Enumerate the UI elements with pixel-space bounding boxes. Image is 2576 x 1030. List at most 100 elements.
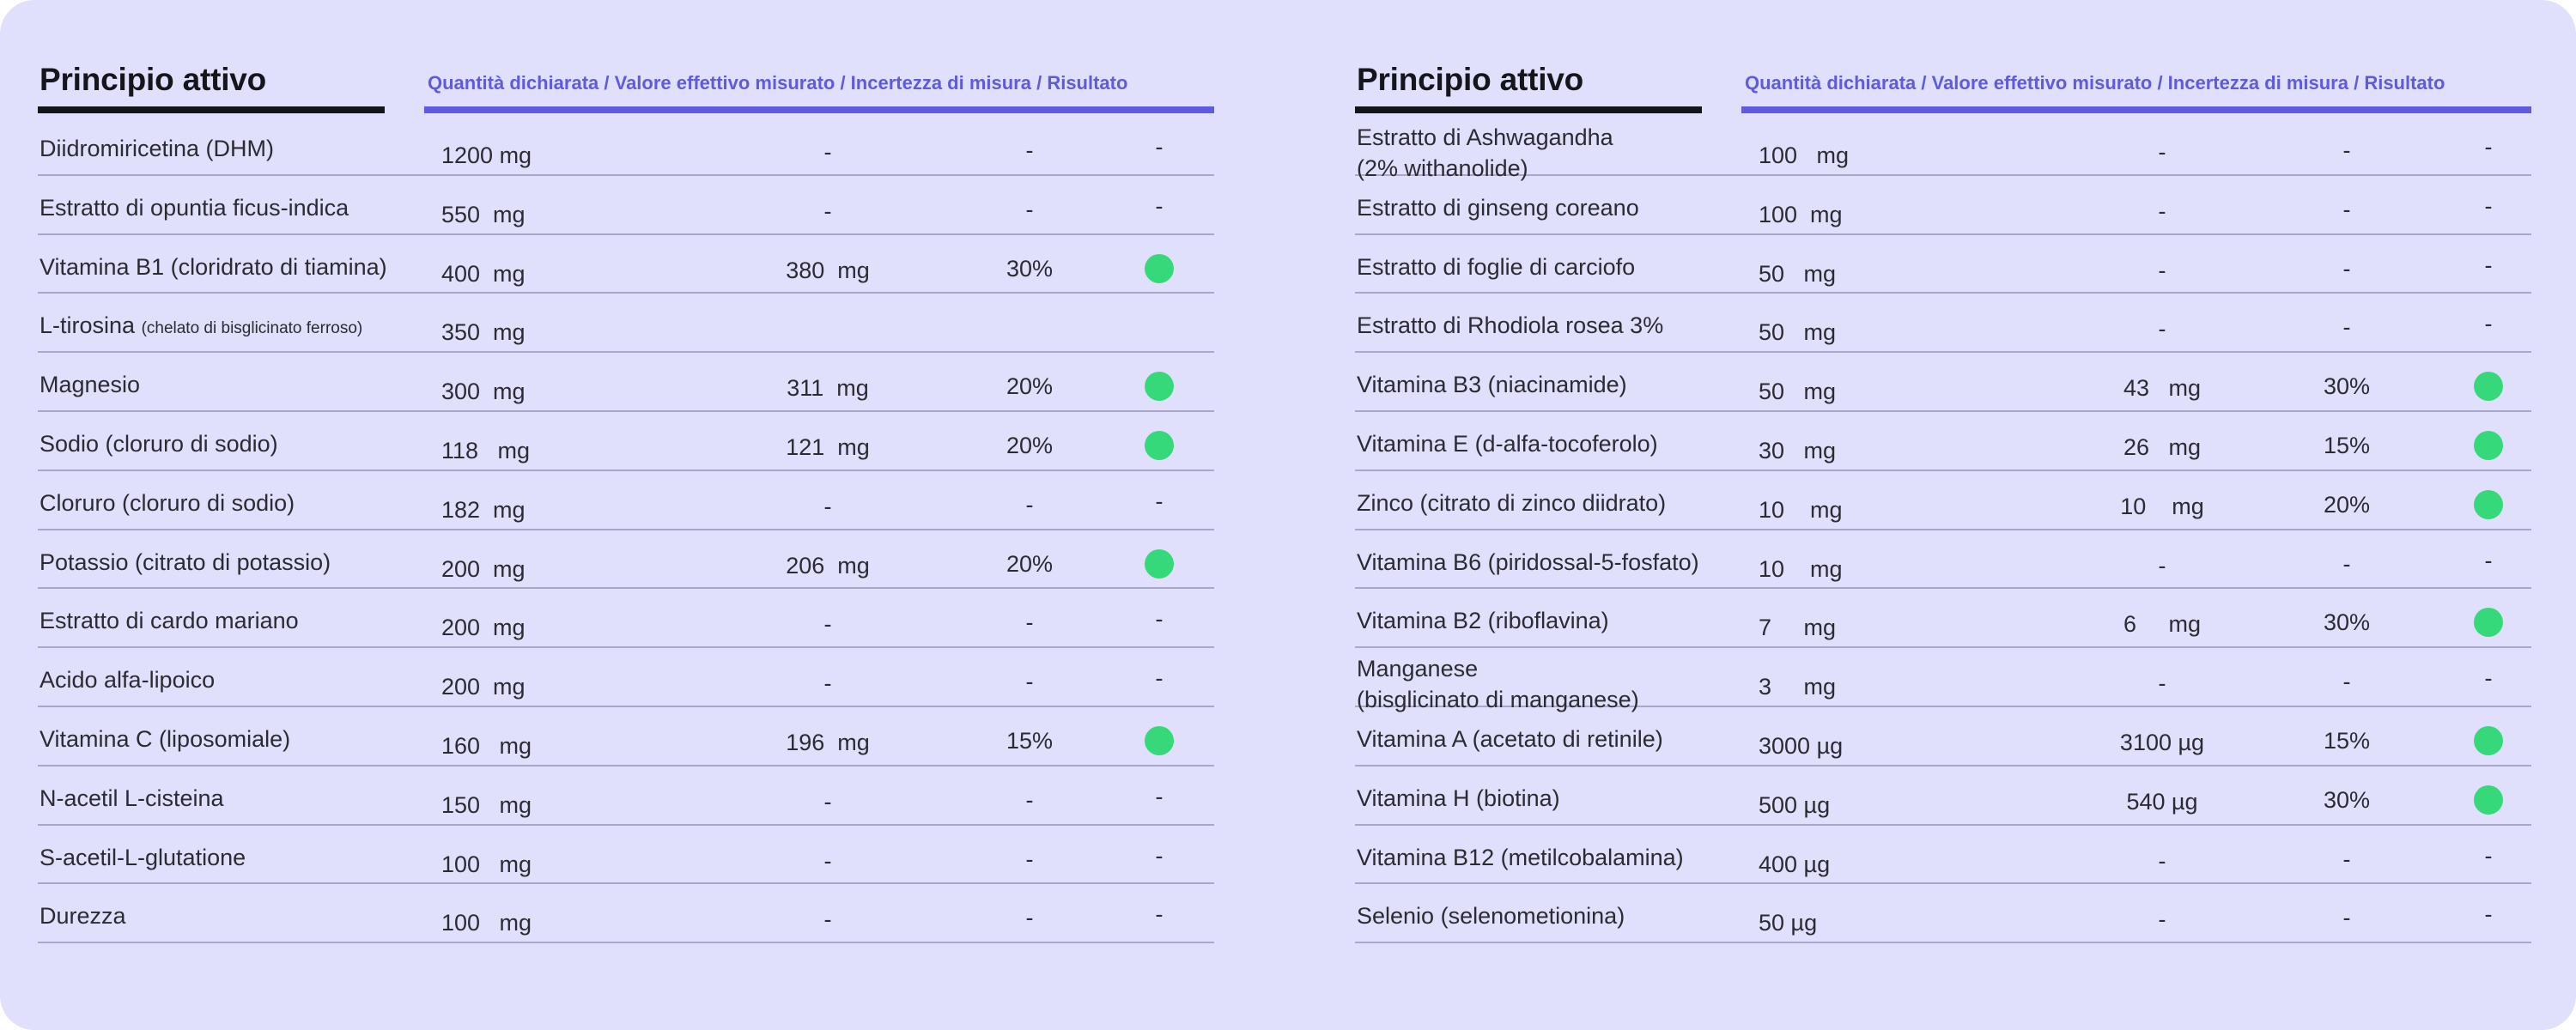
declared-quantity: 300 mg [441,379,526,405]
ingredient-name: Manganese (bisglicinato di manganese) [1357,653,1726,715]
measured-value: 3100 µg [2119,729,2205,755]
result-cell [1133,370,1185,404]
ingredient-name: Estratto di Rhodiola rosea 3% [1357,312,1663,339]
table-row: Vitamina B2 (riboflavina) 7 mg 6 mg 30% [1355,589,2531,649]
header-title: Principio attivo [39,62,267,97]
result-cell [2463,606,2514,640]
header-columns: Quantità dichiarata / Valore effettivo m… [1745,72,2445,94]
result-cell: - [1155,842,1163,869]
ingredient-name: Vitamina E (d-alfa-tocoferolo) [1357,431,1658,457]
ingredient-name: Estratto di foglie di carciofo [1357,254,1635,281]
ingredient-name: L-tirosina (chelato di bisglicinato ferr… [39,312,362,339]
measurement-uncertainty: 30% [2323,609,2371,636]
declared-quantity: 100 mg [1759,142,1850,168]
ingredient-name-text: Acido alfa-lipoico [39,667,216,694]
ingredient-name: S-acetil-L-glutatione [39,845,246,871]
ingredient-name-text: Diidromiricetina (DHM) [39,136,275,161]
ingredient-name: Vitamina H (biotina) [1357,785,1560,812]
ingredient-name: Selenio (selenometionina) [1357,903,1625,930]
result-cell: - [2484,665,2493,692]
measured-value: - [2158,847,2166,874]
declared-quantity: 350 mg [441,319,526,346]
ingredient-name-text: Durezza [39,903,126,930]
declared-quantity: 100 mg [441,910,532,936]
table-row: Zinco (citrato di zinco diidrato) 10 mg 10… [1355,471,2531,530]
measured-value: - [823,847,832,874]
ingredient-name-text: L-tirosina [39,312,136,339]
measurement-uncertainty: - [2342,845,2351,872]
result-cell: - [1155,606,1163,633]
table-row: Vitamina B12 (metilcobalamina) 400 µg - - - [1355,826,2531,885]
ingredient-name-text: Sodio (cloruro di sodio) [39,430,278,457]
result-cell [1133,724,1185,759]
ingredient-name-text: Manganese [1357,656,1479,682]
declared-quantity: 100 mg [441,851,532,877]
measured-value: 10 mg [2120,493,2204,519]
ingredient-name-text: Estratto di cardo mariano [39,608,299,634]
declared-quantity: 182 mg [441,496,526,523]
measured-value: - [2158,552,2166,579]
measured-value: - [2158,197,2166,224]
ingredient-name-text: Vitamina H (biotina) [1357,785,1560,811]
measurement-uncertainty: 30% [1005,255,1054,282]
measurement-uncertainty: - [1025,669,1034,695]
header-columns-underline [424,106,1214,113]
left-table: Principio attivo Quantità dichiarata / V… [38,53,1214,944]
declared-quantity: 118 mg [441,437,531,464]
table-header: Principio attivo Quantità dichiarata / V… [38,53,1214,117]
ingredient-name: Zinco (citrato di zinco diidrato) [1357,490,1666,517]
result-cell [1133,252,1185,287]
result-ok-dot-icon [1145,372,1174,402]
ingredient-name-text: Vitamina B3 (niacinamide) [1357,372,1627,398]
ingredient-name-text: N-acetil L-cisteina [39,785,224,811]
result-cell [2463,370,2514,404]
result-cell [2463,724,2514,759]
declared-quantity: 200 mg [441,615,526,641]
measurement-uncertainty: - [1025,137,1034,163]
measured-value: - [823,197,832,224]
measured-value: 43 mg [2123,375,2202,402]
measured-value: 380 mg [786,257,870,283]
result-cell [2463,429,2514,464]
header-columns-underline [1741,106,2531,113]
table-row: L-tirosina (chelato di bisglicinato ferr… [38,294,1214,354]
measured-value: 121 mg [786,433,870,460]
measurement-uncertainty: 20% [2323,491,2371,518]
result-cell: - [1155,901,1163,928]
ingredient-name-text: Selenio (selenometionina) [1357,903,1625,930]
table-row: Estratto di foglie di carciofo 50 mg - - - [1355,235,2531,294]
ingredient-name: Vitamina B6 (piridossal-5-fosfato) [1357,549,1699,576]
ingredient-name: N-acetil L-cisteina [39,785,224,812]
table-row: Manganese (bisglicinato di manganese) 3 mg… [1355,648,2531,712]
result-cell: - [2484,134,2493,160]
declared-quantity: 150 mg [441,791,532,818]
result-cell: - [2484,547,2493,573]
ingredient-name-text: Estratto di ginseng coreano [1357,194,1639,221]
ingredient-name-text: Estratto di opuntia ficus-indica [39,194,349,221]
measurement-uncertainty: 20% [1005,373,1054,400]
result-ok-dot-icon [1145,725,1174,755]
table-row: Estratto di cardo mariano 200 mg - - - [38,589,1214,649]
ingredient-name: Estratto di ginseng coreano [1357,195,1639,221]
ingredient-name: Acido alfa-lipoico [39,667,215,694]
ingredient-name-text: Cloruro (cloruro di sodio) [39,489,295,516]
table-row: Acido alfa-lipoico 200 mg - - - [38,648,1214,707]
table-row: N-acetil L-cisteina 150 mg - - - [38,766,1214,826]
measurement-uncertainty: - [1025,491,1034,518]
table-row: Vitamina B1 (cloridrato di tiamina) 400 m… [38,235,1214,294]
result-cell: - [1155,783,1163,809]
measured-value: - [2158,670,2166,697]
ingredient-name-line2: (2% withanolide) [1357,155,1528,181]
result-ok-dot-icon [2474,785,2503,815]
declared-quantity: 1200 mg [441,142,532,168]
result-cell: - [2484,311,2493,337]
result-cell [1133,548,1185,582]
measurement-uncertainty: 15% [2323,432,2371,458]
result-ok-dot-icon [1145,430,1174,460]
ingredient-name: Estratto di opuntia ficus-indica [39,195,349,221]
measured-value: 196 mg [786,729,870,755]
table-row: Estratto di Rhodiola rosea 3% 50 mg - - - [1355,294,2531,354]
table-row: Vitamina B3 (niacinamide) 50 mg 43 mg 30% [1355,353,2531,412]
table-header: Principio attivo Quantità dichiarata / V… [1355,53,2531,117]
ingredient-name-text: Vitamina B6 (piridossal-5-fosfato) [1357,548,1699,575]
